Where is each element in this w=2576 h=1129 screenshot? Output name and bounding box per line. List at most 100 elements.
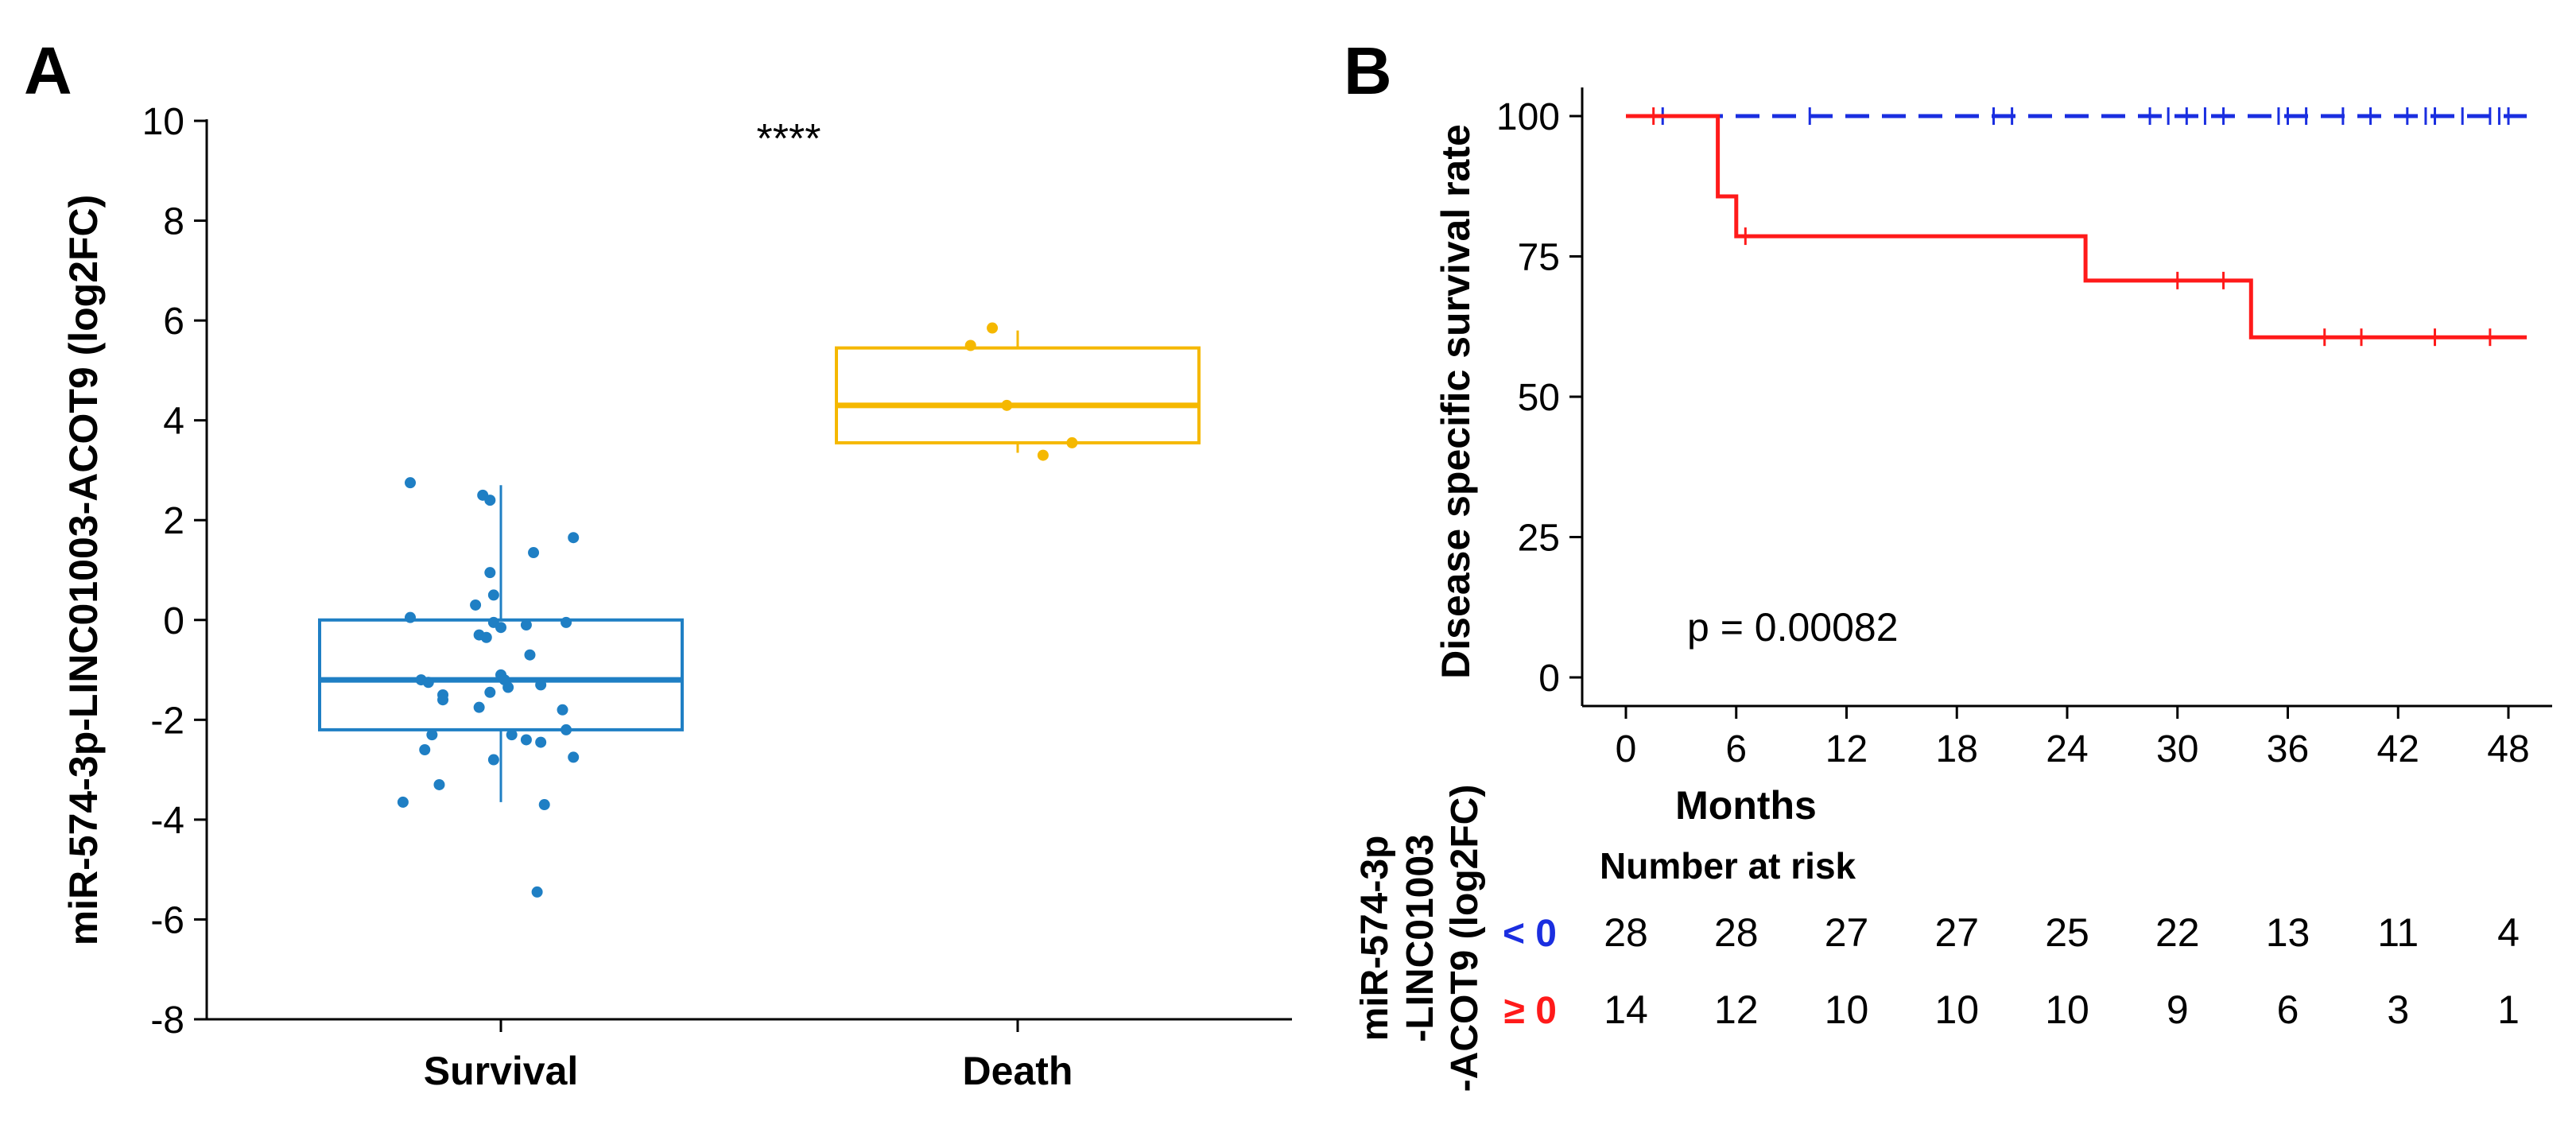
risk-count: 10	[2045, 987, 2089, 1032]
data-point	[524, 649, 536, 661]
data-point	[487, 754, 499, 766]
boxplot-points	[397, 322, 1078, 898]
boxplot-y-tick-label: 4	[163, 401, 184, 443]
boxplot-y-tick-label: -4	[150, 800, 184, 842]
risk-count: 10	[1825, 987, 1869, 1032]
boxplot-y-axis-title: miR-574-3p-LINC01003-ACOT9 (log2FC)	[61, 195, 106, 946]
data-point	[561, 724, 572, 735]
survival-curve-high	[1626, 114, 2528, 339]
survival-x-tick-label: 48	[2487, 728, 2529, 770]
boxplot-y-tick-label: 0	[163, 600, 184, 642]
data-point	[426, 729, 438, 741]
risk-count: 22	[2155, 910, 2200, 955]
data-point	[535, 679, 547, 691]
data-point	[535, 736, 547, 748]
data-point	[487, 589, 499, 601]
boxplot-y-tick-label: -2	[150, 700, 184, 742]
risk-table-side-label: miR-574-3p -LINC01003 -ACOT9 (log2FC)	[1354, 785, 1486, 1092]
data-point	[506, 729, 518, 741]
data-point	[520, 619, 532, 631]
risk-count: 27	[1825, 910, 1869, 955]
risk-count: 11	[2377, 910, 2419, 955]
survival-x-tick-label: 18	[1936, 728, 1978, 770]
survival-x-tick-label: 42	[2377, 728, 2419, 770]
data-point	[484, 495, 496, 506]
risk-table-side-label-line: -ACOT9 (log2FC)	[1444, 785, 1486, 1092]
risk-count: 10	[1934, 987, 1979, 1032]
data-point	[502, 681, 514, 693]
boxplot-y-tick-label: 6	[163, 301, 184, 343]
data-point	[405, 611, 416, 623]
risk-count: 4	[2497, 910, 2520, 955]
boxplot-y-tick-label: -8	[150, 999, 184, 1042]
data-point	[964, 339, 976, 351]
data-point	[433, 778, 445, 790]
survival-x-tick-label: 30	[2156, 728, 2198, 770]
significance-marker: ****	[757, 116, 821, 162]
data-point	[568, 532, 580, 544]
data-point	[987, 322, 999, 334]
risk-count: 9	[2167, 987, 2189, 1032]
survival-x-tick-label: 12	[1825, 728, 1868, 770]
risk-table-side-label-line: -LINC01003	[1399, 834, 1441, 1042]
risk-count: 14	[1604, 987, 1648, 1032]
data-point	[561, 616, 572, 628]
survival-curves	[1626, 107, 2528, 347]
boxplot-axes: 10 8 6 4 2 0 -2 -4 -6 -8 Survival Death	[142, 101, 1292, 1093]
risk-count: 12	[1714, 987, 1759, 1032]
box-death	[835, 346, 1201, 444]
risk-count: 1	[2497, 987, 2520, 1032]
data-point	[470, 599, 482, 611]
data-point	[422, 677, 434, 689]
data-point	[531, 886, 543, 898]
boxplot-category-label: Survival	[424, 1049, 579, 1093]
boxplot-y-tick-label: 2	[163, 500, 184, 542]
survival-y-tick-label: 25	[1518, 518, 1560, 560]
data-point	[484, 686, 496, 698]
panel-b-letter: B	[1344, 33, 1392, 108]
survival-x-tick-label: 24	[2046, 728, 2088, 770]
data-point	[473, 701, 485, 713]
survival-axes: 100 75 50 25 0 0 6 12 18 24 30 36 42 48	[1496, 87, 2552, 770]
survival-y-tick-label: 0	[1538, 658, 1560, 700]
survival-y-tick-label: 100	[1496, 96, 1560, 138]
survival-x-tick-label: 6	[1725, 728, 1747, 770]
p-value: p = 0.00082	[1687, 605, 1899, 650]
data-point	[495, 622, 506, 634]
panel-a-letter: A	[24, 33, 72, 108]
boxplot-y-tick-label: -6	[150, 899, 184, 941]
boxplot-y-tick-label: 8	[163, 201, 184, 243]
risk-row-label: ≥ 0	[1504, 990, 1557, 1032]
survival-y-tick-label: 50	[1518, 377, 1560, 419]
survival-x-axis-title: Months	[1675, 783, 1817, 828]
data-point	[528, 547, 540, 559]
survival-y-axis-title: Disease specific survival rate	[1433, 124, 1478, 679]
risk-count: 6	[2277, 987, 2299, 1032]
risk-count: 25	[2045, 910, 2089, 955]
data-point	[437, 694, 449, 706]
data-point	[1037, 449, 1049, 461]
risk-count: 27	[1934, 910, 1979, 955]
data-point	[520, 734, 532, 746]
data-point	[1001, 399, 1013, 411]
survival-x-tick-label: 36	[2267, 728, 2309, 770]
data-point	[405, 477, 416, 489]
boxplot-y-tick-label: 10	[142, 101, 184, 143]
boxplot-panel: 10 8 6 4 2 0 -2 -4 -6 -8 Survival Death miR-574-3p-…	[61, 101, 1292, 1093]
data-point	[568, 751, 580, 763]
risk-table-side-label-line: miR-574-3p	[1354, 836, 1396, 1042]
survival-y-tick-label: 75	[1518, 237, 1560, 279]
risk-row-label: < 0	[1503, 913, 1557, 955]
box-survival	[318, 618, 684, 731]
data-point	[480, 631, 492, 643]
risk-count: 28	[1714, 910, 1759, 955]
data-point	[538, 799, 550, 811]
boxplot-boxes	[318, 330, 1201, 802]
risk-count: 13	[2266, 910, 2310, 955]
data-point	[397, 796, 409, 808]
boxplot-category-label: Death	[963, 1049, 1073, 1093]
risk-table: Number at risk miR-574-3p -LINC01003 -ACOT…	[1354, 785, 2520, 1092]
data-point	[1066, 436, 1078, 448]
